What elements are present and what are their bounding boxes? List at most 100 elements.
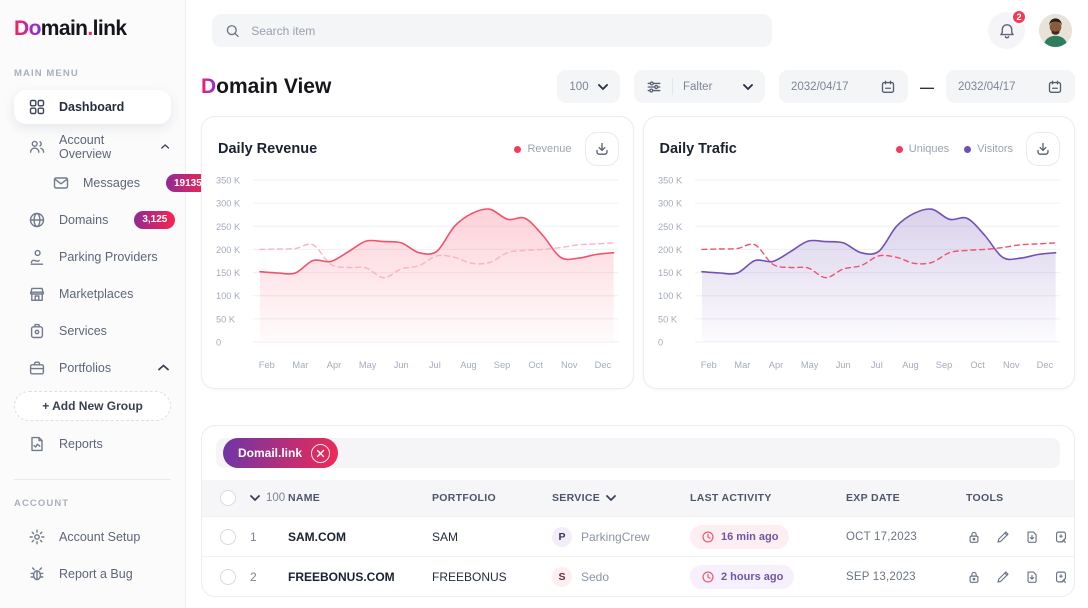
page-title-lead: D [201,74,217,98]
page-title-rest: omain View [216,74,332,98]
download-icon [595,142,608,155]
svg-text:Apr: Apr [327,359,341,370]
service-avatar: S [552,566,572,587]
svg-text:200 K: 200 K [658,244,683,255]
filter-dropdown[interactable]: Falter [634,70,765,103]
notifications-button[interactable]: 2 [988,9,1027,49]
bell-icon [999,23,1014,38]
column-header-service[interactable]: SERVICE [552,492,690,504]
filter-sliders-icon [647,80,661,93]
page-size-select[interactable]: 100 [557,70,620,103]
row-checkbox[interactable] [220,568,236,585]
search-input[interactable] [249,22,759,39]
daily-revenue-card: Daily Revenue Revenue 350 K 300 K 250 K 200… [201,116,634,389]
legend-item: Visitors [964,143,1013,155]
table-header: 100 NAME PORTFOLIO SERVICE LAST ACTIVITY… [202,480,1074,516]
add-note-button[interactable] [1053,529,1069,545]
sidebar-item-label: Account Overview [59,132,112,161]
export-file-button[interactable] [1024,529,1040,545]
pencil-icon [997,530,1009,543]
download-button[interactable] [584,132,619,166]
sidebar-item-label: Marketplaces [59,286,134,301]
sidebar-item-portfolios[interactable]: Portfolios [0,349,185,386]
table-row[interactable]: 2 FREEBONUS.COM FREEBONUS S Sedo 2 hours… [202,556,1074,596]
daily-revenue-chart: 350 K 300 K 250 K 200 K 150 K 100 K 50 K 0 Feb Ma… [216,174,619,370]
column-header-last-activity[interactable]: LAST ACTIVITY [690,492,772,504]
app-logo[interactable]: Domain.link [0,17,185,41]
page-size-value: 100 [569,80,589,93]
gear-icon [29,529,45,544]
sidebar-item-account-overview[interactable]: Account Overview [0,128,185,165]
svg-text:Sep: Sep [494,359,510,370]
export-file-button[interactable] [1024,569,1040,585]
legend-dot [514,145,522,153]
table-body: 1 SAM.COM SAM P ParkingCrew 16 min ago O… [202,516,1074,596]
avatar-image [1039,14,1072,47]
logo-tld-part: link [92,17,127,40]
sidebar-item-dashboard[interactable]: Dashboard [14,90,171,124]
sidebar-item-label: Dashboard [59,100,125,114]
svg-text:200 K: 200 K [216,244,241,255]
main-menu-label: MAIN MENU [14,68,79,79]
sidebar-item-label: Portfolios [59,360,112,375]
sidebar-item-report-a-bug[interactable]: Report a Bug [0,555,185,592]
add-note-button[interactable] [1053,569,1069,585]
chart-title: Daily Trafic [659,141,737,157]
messages-badge: 19135 [165,174,210,192]
date-to-value: 2032/04/17 [958,80,1016,93]
date-from-picker[interactable]: 2032/04/17 [779,70,908,103]
search-bar[interactable] [212,14,772,47]
select-all-checkbox[interactable] [220,490,236,506]
column-header-portfolio[interactable]: PORTFOLIO [432,492,496,504]
chevron-down-icon [743,83,753,90]
domain-name: FREEBONUS.COM [288,569,395,584]
download-button[interactable] [1026,132,1060,166]
add-new-group-button[interactable]: + Add New Group [14,391,171,421]
daily-trafic-chart: 350 K 300 K 250 K 200 K 150 K 100 K 50 K 0 Feb Ma… [658,174,1060,370]
column-header-name[interactable]: NAME [288,492,321,504]
table-row[interactable]: 1 SAM.COM SAM P ParkingCrew 16 min ago O… [202,516,1074,556]
svg-text:Nov: Nov [561,359,578,370]
dashboard-icon [29,99,45,115]
chevron-down-icon [250,495,260,501]
clock-icon [702,570,714,583]
filter-chip-domail-link[interactable]: Domail.link [223,438,339,468]
calendar-icon [881,80,895,93]
svg-text:May: May [800,359,818,370]
column-header-exp-date[interactable]: EXP DATE [846,492,900,504]
hand-coin-icon [30,249,44,265]
svg-text:Jul: Jul [429,359,441,370]
svg-text:350 K: 350 K [658,174,683,185]
lock-icon [969,531,979,543]
row-count-dropdown[interactable]: 100 [250,492,288,504]
note-add-icon [1055,571,1067,583]
sidebar-item-account-setup[interactable]: Account Setup [0,518,185,555]
sidebar-item-messages[interactable]: Messages 19135 [0,165,210,201]
svg-text:150 K: 150 K [216,267,241,278]
sidebar-item-parking-providers[interactable]: Parking Providers [0,238,185,275]
svg-text:Aug: Aug [460,359,476,370]
svg-text:Feb: Feb [700,359,716,370]
legend-item: Revenue [514,143,572,155]
lock-button[interactable] [966,529,982,545]
sidebar-item-domains[interactable]: Domains 3,125 [0,201,185,238]
date-from-value: 2032/04/17 [791,80,849,93]
bug-icon [30,566,44,580]
sidebar-item-reports[interactable]: Reports [0,425,185,462]
row-checkbox[interactable] [220,528,236,545]
date-range-separator: — [920,78,934,95]
sidebar-item-marketplaces[interactable]: Marketplaces [0,275,185,312]
date-to-picker[interactable]: 2032/04/17 [946,70,1075,103]
edit-button[interactable] [995,569,1011,585]
sidebar-divider [14,479,171,480]
domains-badge: 3,125 [134,210,176,229]
edit-button[interactable] [995,529,1011,545]
user-avatar[interactable] [1039,14,1072,47]
chip-close-button[interactable] [311,443,331,463]
page-header: Domain View 100 Falter 2032/04/17 — 2032… [186,57,1088,116]
file-download-icon [1027,570,1037,583]
sidebar-item-services[interactable]: Services [0,312,185,349]
lock-button[interactable] [966,569,982,585]
svg-text:250 K: 250 K [216,221,241,232]
sidebar-item-label: Domains [59,212,109,227]
